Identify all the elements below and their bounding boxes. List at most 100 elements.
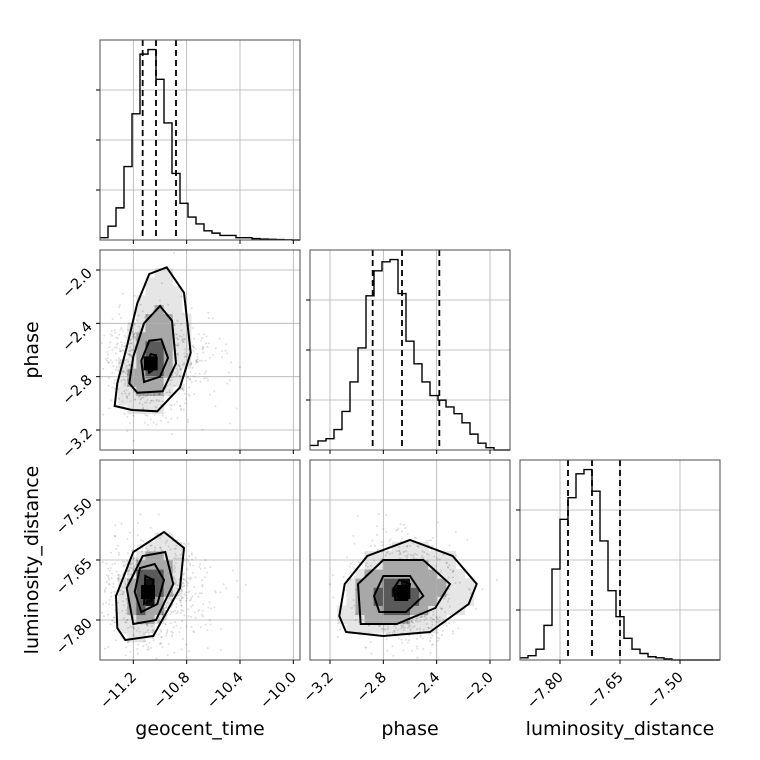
scatter-point <box>391 552 394 555</box>
scatter-point <box>147 648 150 651</box>
scatter-point <box>171 635 173 638</box>
scatter-point <box>126 373 129 375</box>
scatter-point <box>158 393 161 396</box>
scatter-point <box>406 626 409 629</box>
scatter-point <box>439 607 442 610</box>
density-cell <box>154 532 165 543</box>
density-cell <box>428 614 438 625</box>
scatter-point <box>437 621 440 624</box>
marks-layer <box>100 40 720 661</box>
scatter-point <box>159 641 162 644</box>
scatter-point <box>436 618 439 621</box>
density-cell <box>136 377 146 387</box>
scatter-point <box>176 344 179 347</box>
scatter-point <box>175 367 178 370</box>
scatter-point <box>370 652 373 655</box>
scatter-point <box>373 559 376 562</box>
scatter-point <box>103 589 106 592</box>
density-cell <box>145 605 156 616</box>
scatter-point <box>192 345 195 348</box>
density-cell <box>127 395 137 406</box>
contour-geocent_time-vs-luminosity_distance-3 <box>142 574 155 606</box>
scatter-point <box>165 391 168 394</box>
scatter-point <box>187 608 190 611</box>
scatter-point <box>188 378 191 381</box>
scatter-point <box>107 645 110 648</box>
density-cell <box>145 295 156 306</box>
scatter-point <box>384 628 387 631</box>
density-cell <box>355 587 366 597</box>
scatter-point <box>416 647 419 650</box>
density-cell <box>145 331 156 342</box>
scatter-point <box>389 538 392 541</box>
density-cell <box>400 550 411 561</box>
scatter-point <box>127 378 130 381</box>
scatter-point <box>174 609 177 612</box>
density-cell <box>154 313 165 324</box>
density-cell <box>163 331 174 342</box>
scatter-point <box>135 319 138 322</box>
scatter-point <box>192 564 195 567</box>
density-cell <box>127 368 137 378</box>
scatter-point <box>381 627 383 630</box>
density-cell <box>136 578 146 588</box>
scatter-point <box>377 624 380 627</box>
scatter-point <box>105 358 107 361</box>
scatter-point <box>365 562 368 565</box>
scatter-point <box>228 371 230 374</box>
scatter-point <box>166 629 169 632</box>
scatter-point <box>400 530 403 533</box>
scatter-point <box>144 401 146 404</box>
scatter-point <box>110 577 113 580</box>
scatter-point <box>138 396 141 398</box>
scatter-point <box>369 564 372 567</box>
density-cell <box>410 596 420 606</box>
scatter-point <box>443 597 446 600</box>
scatter-point <box>386 632 389 635</box>
scatter-point <box>448 622 451 625</box>
scatter-point <box>161 646 164 649</box>
scatter-point <box>432 611 435 613</box>
scatter-point <box>132 557 135 560</box>
scatter-point <box>132 634 135 637</box>
scatter-point <box>419 634 422 637</box>
scatter-point <box>183 614 186 617</box>
scatter-point <box>448 587 451 590</box>
scatter-point <box>198 592 201 595</box>
scatter-point <box>192 346 195 349</box>
scatter-point <box>166 601 169 604</box>
scatter-point <box>166 384 169 387</box>
scatter-point <box>186 353 189 356</box>
scatter-point <box>388 543 391 546</box>
scatter-point <box>388 540 391 543</box>
density-cell <box>136 560 146 570</box>
scatter-point <box>117 573 120 576</box>
scatter-point <box>182 312 185 315</box>
scatter-point <box>205 342 208 345</box>
scatter-point <box>422 629 425 631</box>
scatter-point <box>409 624 412 627</box>
scatter-point <box>127 573 129 576</box>
scatter-point <box>408 634 411 637</box>
scatter-point <box>110 591 113 594</box>
scatter-point <box>119 359 122 362</box>
scatter-point <box>182 638 184 640</box>
scatter-point <box>405 557 408 559</box>
density-cell <box>382 623 393 634</box>
scatter-point <box>350 606 353 609</box>
scatter-point <box>209 566 212 568</box>
density-cell <box>382 596 393 606</box>
scatter-point <box>133 322 136 325</box>
density-cell <box>382 560 393 570</box>
scatter-point <box>443 611 446 614</box>
scatter-point <box>127 570 130 573</box>
density-cell <box>118 386 128 396</box>
grid-geocent_time-hist <box>100 40 300 240</box>
scatter-point <box>336 636 339 639</box>
scatter-point <box>226 382 229 385</box>
scatter-point <box>122 593 125 596</box>
scatter-point <box>430 644 433 647</box>
scatter-point <box>173 384 176 387</box>
scatter-point <box>143 421 146 424</box>
scatter-point <box>431 643 434 646</box>
